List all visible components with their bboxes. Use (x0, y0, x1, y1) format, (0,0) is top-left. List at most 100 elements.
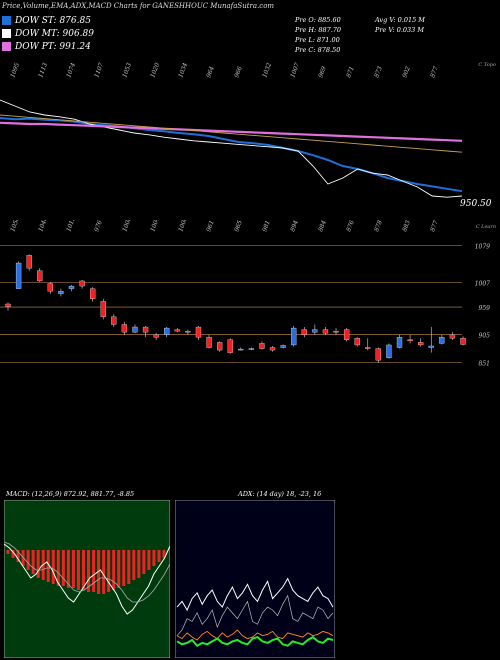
mid-date-label: 1050 (9, 220, 21, 233)
mid-right-tag: C Learn (476, 224, 496, 230)
candle-body (248, 348, 255, 350)
adx-plus-di-line (176, 594, 334, 636)
mid-date-label: 965 (233, 220, 244, 233)
mid-date-label: 1048 (37, 220, 49, 233)
macd-histogram-bar (92, 550, 96, 592)
candle-body (428, 345, 434, 348)
stat-close: Pre C: 878.50 (295, 46, 341, 54)
mid-date-label: 1012 (65, 220, 77, 233)
top-date-label: 966 (233, 65, 244, 78)
macd-histogram-bar (61, 550, 65, 586)
macd-histogram-bar (26, 550, 30, 570)
macd-histogram-bar (162, 550, 166, 558)
top-date-label: 1032 (261, 62, 273, 79)
top-date-label: 902 (401, 65, 412, 78)
top-date-label: 871 (345, 66, 355, 79)
candle-body (90, 288, 96, 300)
macd-signal-line (4, 541, 170, 603)
mid-date-label: 981 (261, 220, 271, 233)
legend-st: DOW ST: 876.85 (2, 14, 94, 27)
macd-histogram-bar (31, 550, 35, 574)
mid-date-label: 894 (289, 220, 300, 233)
candle-body (375, 348, 381, 361)
top-date-label: 873 (373, 65, 384, 78)
candle-body (153, 334, 159, 338)
candle-body (322, 329, 329, 334)
top-right-tag: C Topo (478, 62, 496, 68)
candle-body (259, 343, 265, 349)
mid-date-label: 961 (205, 220, 215, 233)
macd-histogram-bar (117, 550, 121, 588)
mid-date-label: 1008 (121, 220, 133, 233)
candle-body (132, 326, 138, 333)
macd-histogram-bar (51, 550, 55, 584)
top-date-label: 1107 (93, 62, 105, 79)
top-date-labels: 1095 1113 1074 1107 1053 1020 1034 964 966 1032 10… (9, 62, 440, 79)
macd-histogram-bar (11, 550, 15, 558)
macd-histogram-bar (66, 550, 70, 588)
candle-body (439, 337, 445, 344)
ema-series-line (0, 117, 463, 193)
candle-body (206, 337, 212, 348)
mid-date-label: 884 (317, 220, 328, 233)
legend-st-label: DOW ST: 876.85 (15, 15, 91, 26)
adx-header: ADX: (14 day) 18, -23, 16 (238, 490, 322, 498)
y-tick-label: 905 (479, 333, 491, 340)
candles (5, 254, 466, 363)
adx-green-line (176, 635, 334, 647)
candle-body (301, 329, 307, 335)
candle-body (121, 324, 128, 333)
macd-histogram-bar (16, 550, 20, 562)
macd-histogram-bar (137, 550, 141, 578)
mid-date-label: 876 (345, 220, 356, 233)
mid-date-label: 878 (373, 220, 384, 233)
macd-histogram-bar (21, 550, 25, 566)
macd-histogram-bar (127, 550, 131, 584)
macd-histogram-bar (81, 550, 85, 590)
legend-mt-swatch (2, 29, 11, 38)
legend-mt: DOW MT: 906.89 (2, 27, 94, 40)
adx-orange-line (176, 629, 334, 641)
candle-body (100, 301, 106, 317)
mid-date-label: 1006 (177, 220, 189, 233)
macd-line (4, 543, 170, 615)
ema-panel: 1095 1113 1074 1107 1053 1020 1034 964 966 1032 10… (0, 62, 496, 209)
ema-lines (0, 99, 463, 198)
macd-histogram-bar (6, 550, 10, 554)
mid-date-label: 976 (93, 220, 104, 233)
candle-body (354, 338, 360, 346)
macd-histogram-bar (71, 550, 75, 588)
ema-series-line (0, 121, 463, 142)
candle-body (238, 348, 244, 351)
top-date-label: 877 (429, 65, 440, 78)
candle-body (418, 342, 424, 346)
candle-body (386, 344, 392, 358)
macd-histogram-bar (157, 550, 161, 562)
candle-body (68, 285, 75, 289)
stat-low: Pre L: 871.00 (295, 36, 340, 44)
stat-high: Pre H: 887.70 (295, 26, 342, 34)
top-date-label: 1034 (177, 62, 189, 79)
stat-pre-vol: Pre V: 0.033 M (375, 26, 425, 34)
candle-body (216, 342, 223, 351)
macd-histogram-bar (152, 550, 156, 566)
top-date-label: 1007 (289, 62, 301, 79)
candle-body (174, 329, 180, 332)
macd-histogram-bar (87, 550, 91, 592)
macd-histogram-bar (132, 550, 136, 580)
candle-body (37, 270, 43, 282)
candle-grid: 1079 1007 959 905 851 (0, 244, 491, 367)
mid-date-label: 877 (429, 220, 440, 233)
candle-body (185, 330, 191, 333)
candle-body (291, 327, 297, 346)
candle-body (79, 280, 85, 287)
candle-body (333, 330, 339, 333)
mid-date-label: 883 (401, 220, 412, 233)
candle-body (343, 329, 350, 340)
candle-body (460, 338, 466, 345)
candle-body (312, 329, 318, 333)
top-date-label: 1020 (149, 62, 161, 79)
macd-marks (4, 541, 170, 615)
chart-title: Price,Volume,EMA,ADX,MACD Charts for GAN… (2, 2, 275, 10)
adx-panel (175, 500, 335, 658)
